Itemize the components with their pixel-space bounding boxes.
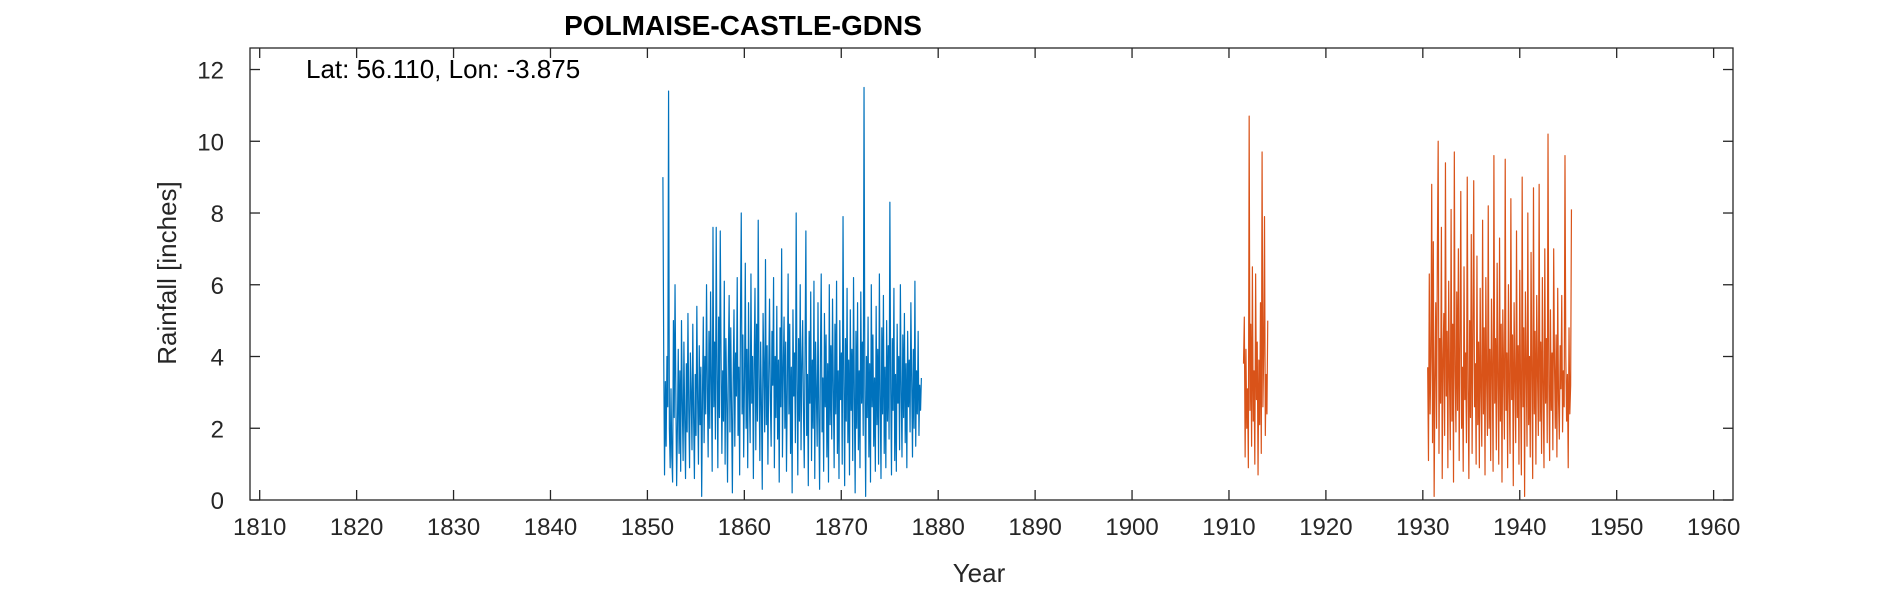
y-tick-label: 8 xyxy=(211,201,224,228)
x-tick-label: 1900 xyxy=(1105,514,1158,541)
y-tick-label: 6 xyxy=(211,273,224,300)
y-tick-label: 0 xyxy=(211,488,224,515)
series-line-3 xyxy=(1427,133,1573,498)
x-tick-label: 1940 xyxy=(1493,514,1546,541)
series-line-2 xyxy=(1242,115,1269,476)
x-tick-label: 1880 xyxy=(911,514,964,541)
x-tick-label: 1820 xyxy=(330,514,383,541)
axis-ticks: 1810 1820 1830 1840 1850 1860 1870 1880 1890 1900… xyxy=(197,48,1740,541)
x-tick-label: 1930 xyxy=(1396,514,1449,541)
chart-title: POLMAISE-CASTLE-GDNS xyxy=(564,10,922,41)
x-tick-label: 1920 xyxy=(1299,514,1352,541)
x-tick-label: 1950 xyxy=(1590,514,1643,541)
x-tick-label: 1830 xyxy=(427,514,480,541)
x-tick-label: 1910 xyxy=(1202,514,1255,541)
y-axis-label: Rainfall [inches] xyxy=(152,181,182,365)
x-tick-label: 1890 xyxy=(1008,514,1061,541)
x-tick-label: 1870 xyxy=(815,514,868,541)
x-tick-label: 1960 xyxy=(1687,514,1740,541)
x-axis-label: Year xyxy=(953,558,1006,588)
series-line-1 xyxy=(662,86,922,498)
x-tick-label: 1810 xyxy=(233,514,286,541)
x-tick-label: 1840 xyxy=(524,514,577,541)
plot-frame xyxy=(249,47,1734,501)
x-tick-label: 1860 xyxy=(718,514,771,541)
series-layer xyxy=(662,86,1573,498)
y-tick-label: 10 xyxy=(197,129,224,156)
y-tick-label: 12 xyxy=(197,58,224,85)
location-annotation: Lat: 56.110, Lon: -3.875 xyxy=(306,54,580,84)
y-tick-label: 4 xyxy=(211,345,224,372)
x-tick-label: 1850 xyxy=(621,514,674,541)
y-tick-label: 2 xyxy=(211,416,224,443)
